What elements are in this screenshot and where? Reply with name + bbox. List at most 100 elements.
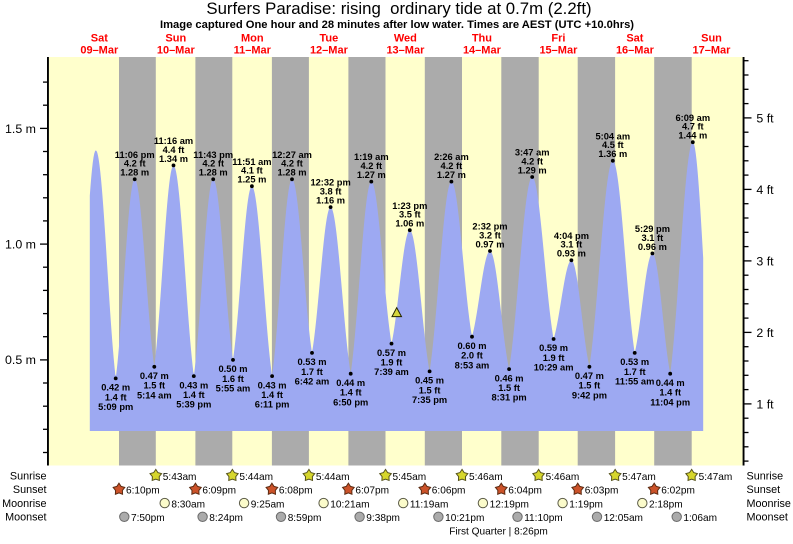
svg-text:0.44 m: 0.44 m: [336, 378, 365, 388]
svg-text:9:42 pm: 9:42 pm: [572, 390, 607, 400]
svg-text:5:47am: 5:47am: [699, 472, 733, 483]
svg-text:5:14 am: 5:14 am: [137, 390, 172, 400]
svg-text:Sun: Sun: [701, 33, 722, 45]
svg-text:0.43 m: 0.43 m: [179, 380, 208, 390]
svg-text:14–Mar: 14–Mar: [463, 45, 502, 57]
svg-text:5:44am: 5:44am: [239, 472, 273, 483]
svg-text:7:50pm: 7:50pm: [131, 513, 165, 524]
svg-text:1.28 m: 1.28 m: [278, 168, 307, 178]
svg-text:8:59pm: 8:59pm: [288, 513, 322, 524]
svg-text:6:10pm: 6:10pm: [126, 486, 160, 497]
svg-text:8:53 am: 8:53 am: [455, 360, 490, 370]
svg-text:0.93 m: 0.93 m: [557, 249, 586, 259]
svg-text:11:06 pm: 11:06 pm: [115, 150, 155, 160]
svg-text:3:47 am: 3:47 am: [515, 148, 550, 158]
svg-text:6:06pm: 6:06pm: [432, 486, 466, 497]
svg-text:0.53 m: 0.53 m: [298, 357, 327, 367]
svg-text:3.1 ft: 3.1 ft: [561, 240, 583, 250]
svg-text:8:31 pm: 8:31 pm: [492, 393, 527, 403]
svg-text:Moonrise: Moonrise: [2, 498, 46, 510]
svg-text:0.47 m: 0.47 m: [140, 371, 169, 381]
svg-text:1.28 m: 1.28 m: [120, 168, 149, 178]
svg-text:2 ft: 2 ft: [756, 326, 774, 340]
svg-text:1.7 ft: 1.7 ft: [301, 367, 323, 377]
svg-text:12–Mar: 12–Mar: [310, 45, 349, 57]
svg-text:Sunrise: Sunrise: [10, 470, 47, 482]
svg-text:1.4 ft: 1.4 ft: [340, 388, 362, 398]
svg-text:12:32 pm: 12:32 pm: [310, 178, 350, 188]
svg-text:3 ft: 3 ft: [756, 254, 774, 268]
svg-text:1.5 m: 1.5 m: [5, 122, 36, 136]
svg-text:Moonset: Moonset: [747, 512, 788, 524]
svg-text:Sunset: Sunset: [13, 484, 47, 496]
svg-text:0.97 m: 0.97 m: [476, 239, 505, 249]
svg-text:5:09 pm: 5:09 pm: [98, 402, 133, 412]
svg-text:1.7 ft: 1.7 ft: [624, 367, 646, 377]
svg-text:0.45 m: 0.45 m: [415, 376, 444, 386]
svg-text:6:04pm: 6:04pm: [508, 486, 542, 497]
svg-text:0.46 m: 0.46 m: [495, 373, 524, 383]
svg-text:6:07pm: 6:07pm: [355, 486, 389, 497]
svg-text:4.2 ft: 4.2 ft: [124, 159, 146, 169]
svg-text:0.59 m: 0.59 m: [539, 343, 568, 353]
svg-text:1.9 ft: 1.9 ft: [381, 358, 403, 368]
svg-text:11:19am: 11:19am: [410, 499, 449, 510]
svg-text:09–Mar: 09–Mar: [80, 45, 119, 57]
svg-text:12:19pm: 12:19pm: [490, 499, 529, 510]
svg-text:4.1 ft: 4.1 ft: [241, 166, 263, 176]
svg-text:Fri: Fri: [551, 33, 565, 45]
svg-text:11:10pm: 11:10pm: [524, 513, 563, 524]
svg-text:11:55 am: 11:55 am: [615, 377, 654, 387]
svg-text:4.2 ft: 4.2 ft: [202, 159, 224, 169]
svg-text:1.27 m: 1.27 m: [357, 170, 386, 180]
svg-text:Thu: Thu: [472, 33, 492, 45]
svg-text:6:42 am: 6:42 am: [295, 377, 330, 387]
svg-text:6:03pm: 6:03pm: [585, 486, 619, 497]
svg-text:Sunset: Sunset: [747, 484, 781, 496]
svg-text:1.4 ft: 1.4 ft: [261, 390, 283, 400]
svg-text:5:47am: 5:47am: [622, 472, 656, 483]
svg-text:2:26 am: 2:26 am: [434, 152, 469, 162]
svg-text:1.34 m: 1.34 m: [159, 154, 188, 164]
svg-text:4 ft: 4 ft: [756, 183, 774, 197]
svg-text:1.4 ft: 1.4 ft: [105, 392, 127, 402]
svg-text:Mon: Mon: [241, 33, 264, 45]
svg-text:Moonrise: Moonrise: [747, 498, 791, 510]
svg-text:1.36 m: 1.36 m: [598, 149, 627, 159]
svg-text:0.50 m: 0.50 m: [219, 364, 248, 374]
svg-text:1.5 ft: 1.5 ft: [419, 385, 441, 395]
svg-text:1.5 ft: 1.5 ft: [498, 383, 520, 393]
svg-text:7:39 am: 7:39 am: [374, 367, 409, 377]
svg-text:1.06 m: 1.06 m: [395, 219, 424, 229]
svg-text:3.5 ft: 3.5 ft: [399, 210, 421, 220]
svg-text:Tue: Tue: [320, 33, 339, 45]
svg-text:1:23 pm: 1:23 pm: [392, 201, 427, 211]
svg-text:1.0 m: 1.0 m: [5, 238, 36, 252]
svg-text:10:29 am: 10:29 am: [534, 363, 574, 373]
svg-text:Sun: Sun: [165, 33, 186, 45]
svg-text:12:05am: 12:05am: [604, 513, 643, 524]
svg-text:10:21am: 10:21am: [330, 499, 369, 510]
svg-text:6:08pm: 6:08pm: [279, 486, 313, 497]
svg-text:11:16 am: 11:16 am: [154, 136, 193, 146]
svg-text:5:55 am: 5:55 am: [216, 384, 251, 394]
svg-text:5 ft: 5 ft: [756, 111, 774, 125]
svg-text:Sunrise: Sunrise: [747, 470, 784, 482]
svg-text:1:19pm: 1:19pm: [569, 499, 603, 510]
svg-text:4.2 ft: 4.2 ft: [441, 161, 463, 171]
svg-text:0.60 m: 0.60 m: [458, 341, 487, 351]
svg-text:6:09 am: 6:09 am: [675, 113, 710, 123]
svg-text:5:45am: 5:45am: [393, 472, 427, 483]
svg-text:9:25am: 9:25am: [251, 499, 285, 510]
svg-text:0.96 m: 0.96 m: [638, 242, 667, 252]
svg-text:3.1 ft: 3.1 ft: [642, 233, 664, 243]
svg-text:1.44 m: 1.44 m: [678, 131, 707, 141]
svg-text:Sat: Sat: [91, 33, 108, 45]
svg-text:1.16 m: 1.16 m: [316, 196, 345, 206]
svg-text:1.5 ft: 1.5 ft: [143, 381, 165, 391]
svg-text:17–Mar: 17–Mar: [693, 45, 732, 57]
svg-text:11:43 pm: 11:43 pm: [193, 150, 233, 160]
svg-text:11–Mar: 11–Mar: [234, 45, 272, 57]
svg-text:10:21pm: 10:21pm: [445, 513, 484, 524]
svg-text:15–Mar: 15–Mar: [539, 45, 578, 57]
